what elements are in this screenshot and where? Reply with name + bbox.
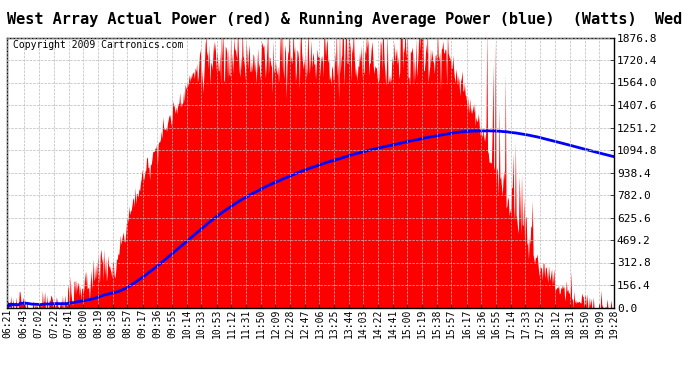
Text: Copyright 2009 Cartronics.com: Copyright 2009 Cartronics.com — [13, 40, 184, 50]
Text: West Array Actual Power (red) & Running Average Power (blue)  (Watts)  Wed Apr 8: West Array Actual Power (red) & Running … — [7, 11, 690, 27]
